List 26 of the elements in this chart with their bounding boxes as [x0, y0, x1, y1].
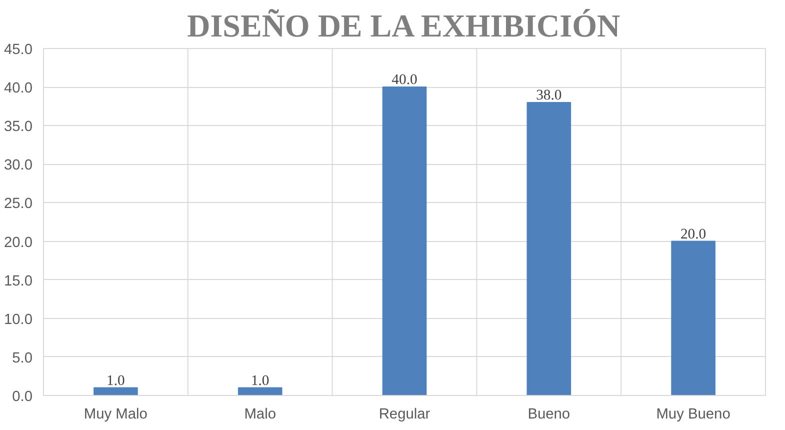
y-tick-label: 10.0 [4, 312, 33, 328]
x-tick-label: Muy Malo [84, 406, 148, 422]
x-tick-label: Muy Bueno [656, 406, 730, 422]
bar [526, 102, 572, 396]
data-label: 20.0 [680, 226, 706, 242]
y-tick-label: 15.0 [4, 273, 33, 290]
y-tick-label: 45.0 [4, 42, 33, 58]
x-tick-label: Malo [244, 406, 276, 422]
bar [238, 387, 282, 396]
y-tick-label: 40.0 [4, 80, 33, 97]
y-tick-label: 5.0 [12, 350, 32, 366]
bar [94, 387, 138, 396]
x-tick-label: Bueno [528, 406, 570, 422]
data-label: 40.0 [392, 72, 418, 88]
data-label: 1.0 [106, 372, 125, 389]
chart-title: DISEÑO DE LA EXHIBICIÓN [187, 8, 620, 44]
data-label: 1.0 [250, 372, 270, 389]
y-tick-label: 30.0 [4, 158, 33, 174]
data-label: 38.0 [536, 87, 562, 104]
bar [671, 240, 716, 396]
y-tick-label: 35.0 [4, 119, 33, 136]
y-tick-label: 25.0 [4, 196, 33, 212]
bar [382, 86, 427, 396]
y-tick-label: 20.0 [4, 234, 33, 251]
x-tick-label: Regular [378, 406, 430, 422]
y-tick-label: 0.0 [12, 389, 32, 405]
